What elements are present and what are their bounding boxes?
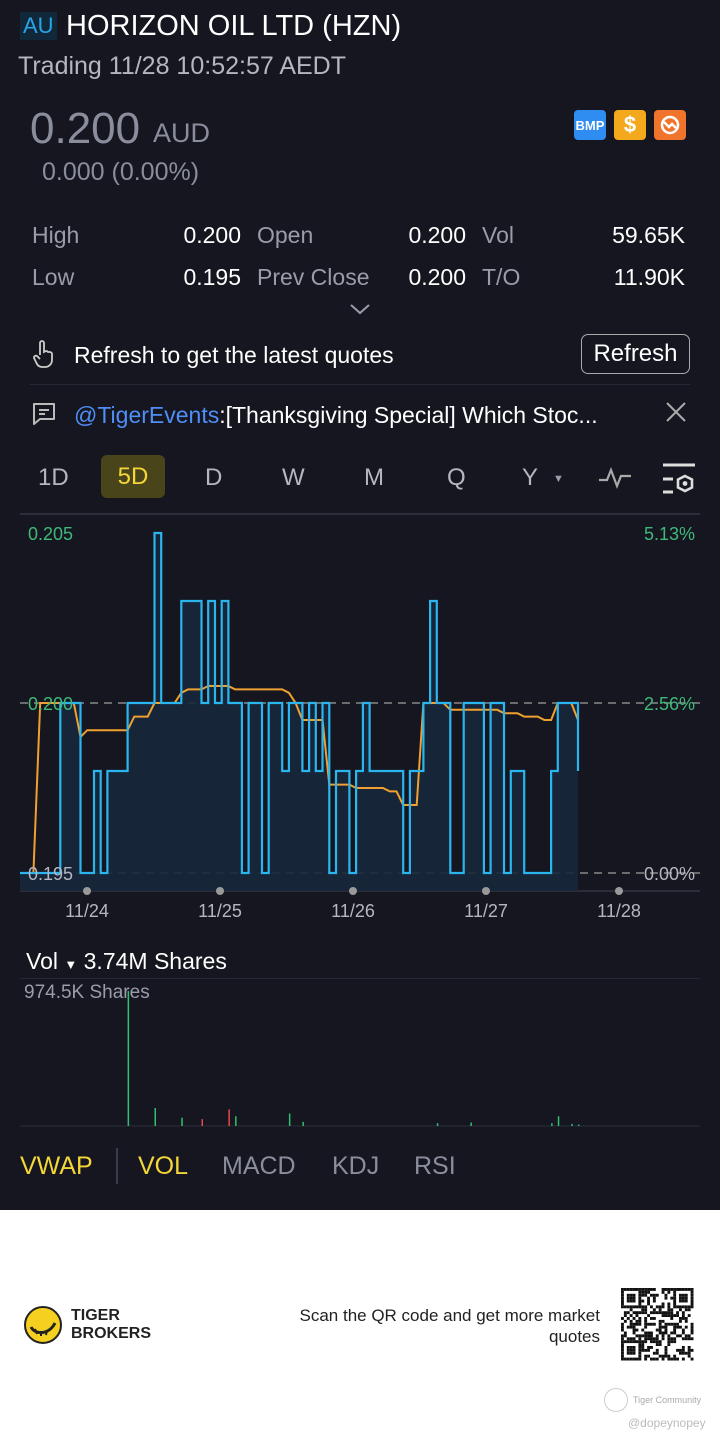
volume-bar [127, 991, 130, 1126]
indicator-rsi[interactable]: RSI [414, 1152, 456, 1180]
dollar-badge[interactable]: $ [614, 110, 646, 140]
caret-down-icon[interactable]: ▼ [553, 473, 564, 485]
volume-bar [228, 1109, 230, 1126]
stat-label: Open [257, 222, 314, 248]
indicator-wave-icon[interactable] [598, 466, 634, 495]
brand-line: BROKERS [71, 1325, 152, 1342]
volume-bar [302, 1121, 304, 1126]
x-tick-dot [83, 887, 91, 895]
volume-bar [201, 1119, 203, 1126]
y-tick-left: 0.195 [28, 864, 73, 884]
volume-bar [557, 1116, 560, 1126]
news-text[interactable]: :[Thanksgiving Special] Which Stoc... [219, 402, 598, 428]
close-icon[interactable] [665, 401, 687, 428]
indicator-macd[interactable]: MACD [222, 1152, 296, 1180]
x-tick-label: 11/27 [464, 901, 508, 921]
market-badge: AU [20, 12, 57, 40]
caret-down-icon: ▼ [64, 957, 78, 972]
price-line [20, 531, 580, 875]
tab-1d[interactable]: 1D [38, 464, 69, 491]
volume-bar [571, 1123, 573, 1126]
stat-value: 59.65K [612, 222, 685, 248]
x-tick-dot [349, 887, 357, 895]
divider [116, 1148, 118, 1184]
tab-d[interactable]: D [205, 464, 223, 491]
tiger-brokers-logo [23, 1305, 63, 1350]
no-short-icon[interactable] [654, 110, 686, 140]
volume-bar [470, 1122, 472, 1126]
stat-value: 0.200 [183, 222, 241, 248]
brand-line: TIGER [71, 1307, 120, 1324]
stat-label: Low [32, 264, 75, 290]
hand-pointer-icon [32, 339, 56, 374]
volume-selector[interactable]: Vol ▼ 3.74M Shares [26, 948, 227, 975]
x-tick-label: 11/28 [597, 901, 641, 921]
tab-q[interactable]: Q [447, 464, 466, 491]
trading-status: Trading 11/28 10:52:57 AEDT [18, 52, 346, 80]
stat-label: T/O [482, 264, 521, 290]
chevron-down-icon[interactable] [349, 302, 371, 321]
price-chart[interactable]: 0.205 0.200 0.195 5.13% 2.56% 0.00% 11/2… [0, 510, 720, 930]
volume-total: 3.74M Shares [83, 948, 227, 974]
watermark-user: @dopeynopey [628, 1416, 706, 1430]
stat-value: 0.200 [408, 264, 466, 290]
chart-settings-icon[interactable] [661, 462, 697, 501]
y-tick-left: 0.205 [28, 524, 73, 544]
volume-bar [288, 1113, 291, 1126]
y-tick-right: 5.13% [644, 524, 695, 544]
divider [20, 978, 700, 979]
qr-caption: Scan the QR code and get more market quo… [299, 1306, 601, 1346]
refresh-button[interactable]: Refresh [581, 334, 690, 374]
stock-detail-screen: AU HORIZON OIL LTD (HZN) Trading 11/28 1… [0, 0, 720, 1210]
indicator-kdj[interactable]: KDJ [332, 1152, 380, 1180]
vwap-line [20, 685, 579, 874]
indicator-vwap[interactable]: VWAP [20, 1152, 93, 1180]
message-icon [31, 400, 57, 431]
tab-m[interactable]: M [364, 464, 384, 491]
y-tick-left: 0.200 [28, 694, 73, 714]
volume-bar [181, 1117, 183, 1126]
currency: AUD [153, 118, 211, 148]
stat-label: High [32, 222, 80, 248]
x-tick-dot [482, 887, 490, 895]
volume-bar [436, 1123, 439, 1126]
y-tick-right: 0.00% [644, 864, 695, 884]
stat-value: 11.90K [613, 264, 685, 290]
stock-title: HORIZON OIL LTD (HZN) [66, 10, 402, 42]
x-tick-label: 11/24 [65, 901, 109, 921]
stat-value: 0.200 [408, 222, 466, 248]
news-author[interactable]: @TigerEvents [74, 402, 220, 428]
last-price: 0.200 [30, 104, 141, 153]
divider [30, 384, 690, 385]
volume-bar [578, 1124, 580, 1126]
brand-name: TIGER BROKERS [71, 1307, 151, 1343]
volume-chart [20, 991, 700, 1127]
x-tick-label: 11/25 [198, 901, 242, 921]
volume-bar [154, 1108, 156, 1126]
x-tick-dot [615, 887, 623, 895]
x-tick-dot [216, 887, 224, 895]
bmp-badge[interactable]: BMP [574, 110, 606, 140]
news-ticker[interactable]: @TigerEvents:[Thanksgiving Special] Whic… [74, 402, 598, 429]
y-tick-right: 2.56% [644, 694, 695, 714]
volume-bar [235, 1116, 237, 1126]
refresh-message: Refresh to get the latest quotes [74, 342, 394, 368]
volume-bar [551, 1123, 553, 1126]
watermark: Tiger Community [633, 1395, 702, 1405]
volume-label: Vol [26, 948, 58, 974]
stat-label: Vol [482, 222, 514, 248]
indicator-vol[interactable]: VOL [138, 1152, 189, 1180]
tab-5d[interactable]: 5D [101, 455, 165, 498]
tiger-community-logo [604, 1388, 628, 1412]
stat-value: 0.195 [183, 264, 241, 290]
tab-y[interactable]: Y [522, 464, 539, 491]
x-tick-label: 11/26 [331, 901, 375, 921]
volume-max-label: 974.5K Shares [24, 982, 150, 1003]
tab-w[interactable]: W [282, 464, 305, 491]
qr-code[interactable] [621, 1288, 694, 1361]
stat-label: Prev Close [257, 264, 370, 290]
price-change: 0.000 (0.00%) [42, 158, 200, 186]
